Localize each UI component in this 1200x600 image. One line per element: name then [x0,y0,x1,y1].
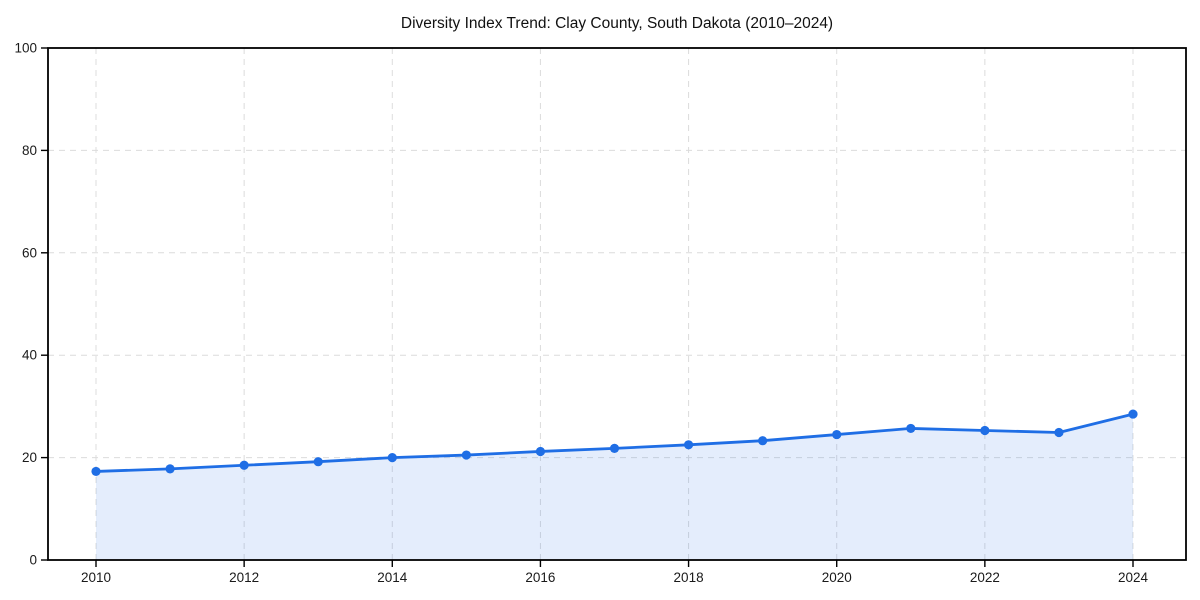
data-point-marker [609,443,620,453]
data-point-marker [1054,427,1064,438]
data-point-marker [535,446,546,457]
x-tick-label: 2016 [525,570,555,585]
y-tick-label: 100 [14,41,37,56]
data-point-marker [832,429,842,440]
axes-frame [47,47,1187,561]
y-tick-label: 40 [22,348,37,363]
x-tick-label: 2014 [377,570,408,585]
x-tick-label: 2020 [822,570,852,585]
y-tick-label: 60 [22,245,37,260]
y-tick-label: 20 [22,450,37,465]
data-point-marker [239,460,249,470]
y-tick-label: 0 [29,553,37,568]
data-point-marker [1128,409,1138,419]
data-point-marker [165,464,175,474]
data-point-marker [91,466,101,477]
x-tick-label: 2022 [970,570,1000,585]
y-tick-label: 80 [22,143,37,158]
data-point-marker [683,440,694,450]
plot-area: 0 20 40 60 80 100 2010 2012 2014 2016 2018 2020 2022… [14,41,1187,585]
area-fill [96,414,1133,560]
x-tick-label: 2018 [674,570,704,585]
data-point-marker [906,423,916,434]
data-point-marker [387,453,397,463]
data-point-marker [758,436,768,446]
chart-title: Diversity Index Trend: Clay County, Sout… [401,15,833,32]
x-tick-label: 2024 [1118,570,1149,585]
data-point-marker [461,450,471,460]
x-tick-label: 2010 [81,570,111,585]
x-tick-label: 2012 [229,570,259,585]
data-point-marker [980,425,990,436]
data-point-marker [313,457,323,467]
